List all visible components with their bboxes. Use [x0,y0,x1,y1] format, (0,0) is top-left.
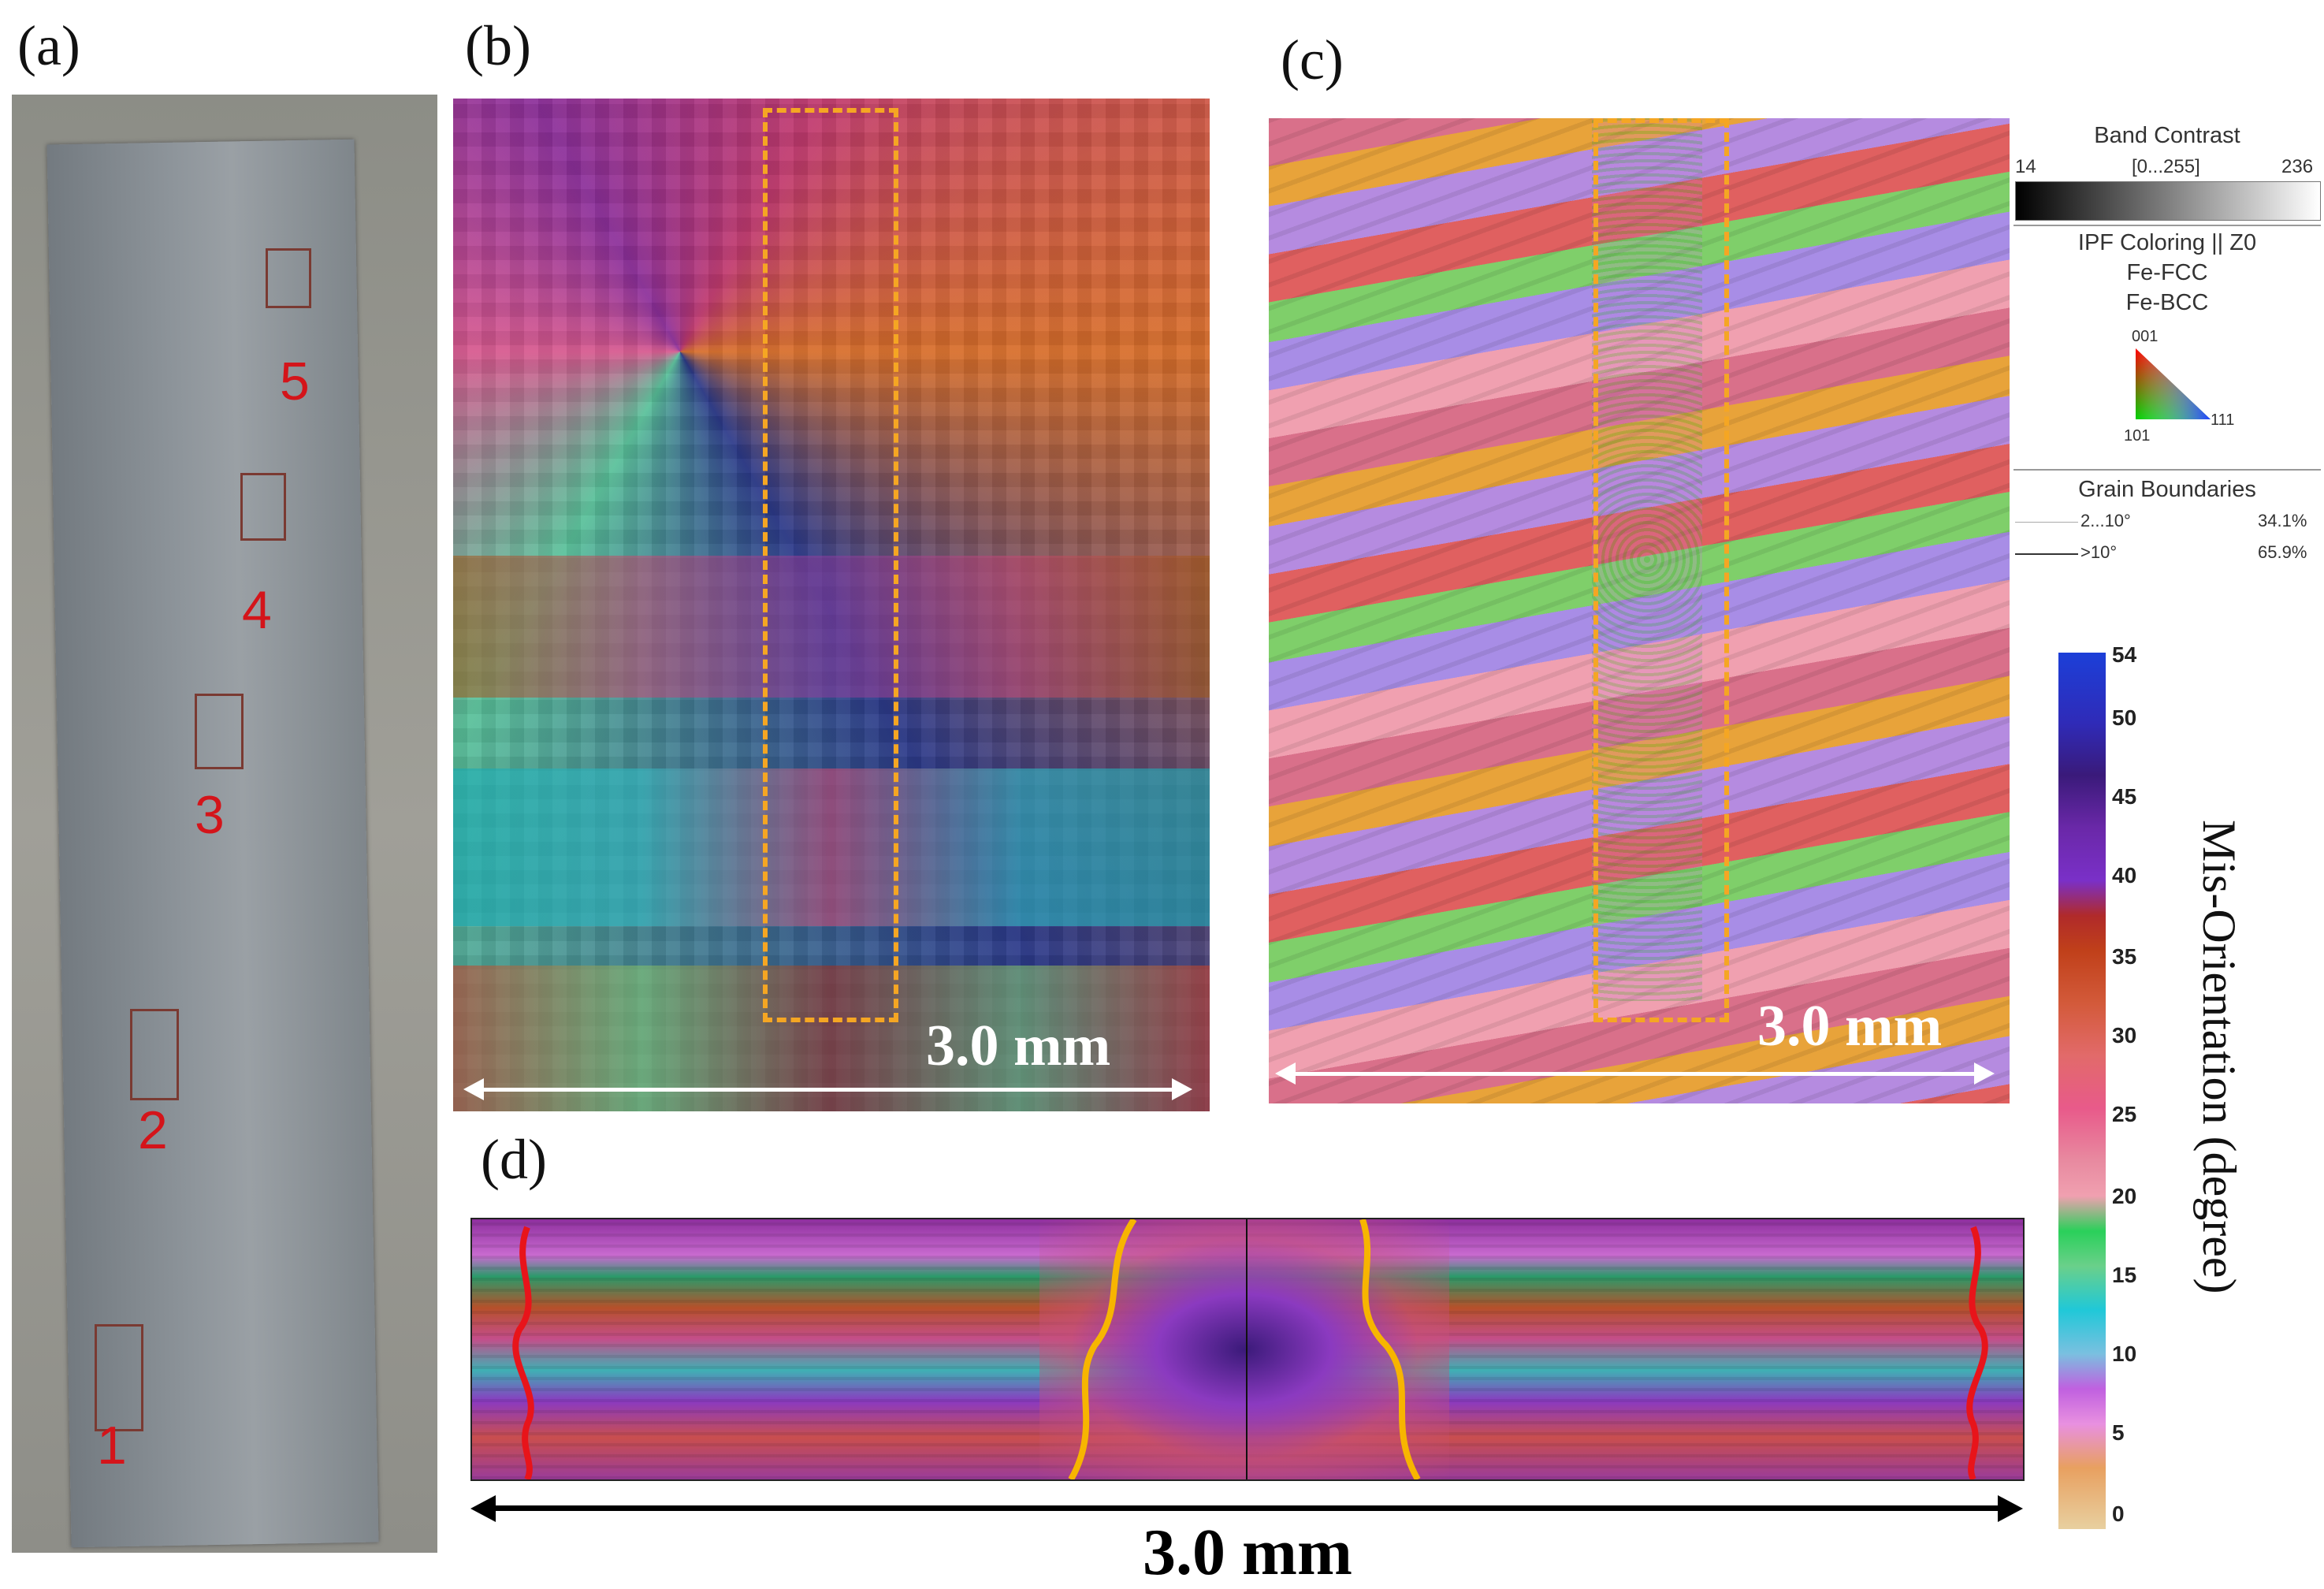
colorbar-tick-15: 15 [2112,1263,2137,1287]
sample-number-5: 5 [280,352,310,411]
sample-outline-2 [130,1009,179,1100]
colorbar-tick-35: 35 [2112,944,2137,969]
panel-b-scale-arrow [473,1088,1182,1092]
colorbar-axis-label: Mis-Orientation (degree) [2193,820,2245,1294]
panel-d-scale-arrow [489,1505,2002,1511]
sample-outline-5 [266,248,311,308]
gb-row1-range: 2...10° [2080,511,2131,530]
colorbar-tick-40: 40 [2112,863,2137,888]
panel-d-scale-label: 3.0 mm [1143,1516,1352,1589]
ipf-001-label: 001 [2132,328,2159,345]
sample-outline-3 [195,694,244,769]
panel-c-ipf-map: 3.0 mm [1269,118,2010,1103]
panel-c-fusion-zone [1592,118,1702,1001]
ipf-111-label: 111 [2211,411,2235,429]
gb-row2-range: >10° [2080,542,2118,562]
ipf-101-label: 101 [2124,427,2151,445]
panel-c-scale-label: 3.0 mm [1757,994,1943,1059]
ipf-phase-bcc: Fe-BCC [2125,290,2209,315]
sample-outline-1 [95,1324,143,1431]
grain-boundaries-title: Grain Boundaries [2078,477,2256,502]
sample-number-2: 2 [138,1100,168,1160]
panel-d-center-line [1246,1219,1248,1479]
colorbar-tick-54: 54 [2112,642,2137,667]
colorbar-tick-30: 30 [2112,1023,2137,1048]
panel-a-photo: 5 4 3 2 1 [12,95,437,1553]
panel-b-scale-label: 3.0 mm [926,1014,1111,1078]
ipf-title: IPF Coloring || Z0 [2077,230,2257,255]
colorbar-tick-50: 50 [2112,705,2137,730]
colorbar-tick-45: 45 [2112,784,2137,809]
band-contrast-min: 14 [2015,156,2036,177]
sample-number-4: 4 [242,580,272,640]
panel-d-boundary-lines [512,1219,1988,1479]
panel-c-label: (c) [1281,28,1344,91]
panel-d-ebsd-map [470,1218,2025,1481]
colorbar-tick-0: 0 [2112,1502,2125,1526]
panel-d-label: (d) [481,1128,547,1191]
gb-row2-pct: 65.9% [2258,542,2307,562]
misorientation-colorbar [2058,653,2106,1529]
band-contrast-range: [0...255] [2132,156,2200,177]
panel-a-label: (a) [17,14,80,77]
band-contrast-title: Band Contrast [2094,123,2240,148]
ipf-triangle-icon [2136,348,2211,419]
colorbar-tick-10: 10 [2112,1342,2137,1366]
panel-b-label: (b) [465,14,531,77]
sample-outline-4 [240,473,286,541]
colorbar-tick-20: 20 [2112,1184,2137,1208]
sample-number-3: 3 [195,785,225,845]
band-contrast-max: 236 [2281,156,2314,177]
ebsd-legend: Band Contrast 14 [0...255] 236 IPF Color… [2014,118,2321,583]
colorbar-tick-25: 25 [2112,1102,2137,1126]
panel-c-dashed-box [1593,118,1729,1022]
gb-row1-pct: 34.1% [2258,511,2307,530]
panel-c-scale-arrow [1285,1072,1978,1076]
ipf-phase-fcc: Fe-FCC [2126,260,2208,285]
panel-b-dashed-box [763,108,898,1022]
colorbar-tick-5: 5 [2112,1420,2125,1445]
band-contrast-gradient [2015,181,2321,221]
sample-number-1: 1 [97,1416,127,1476]
panel-b-ebsd-map: 3.0 mm [453,99,1210,1111]
